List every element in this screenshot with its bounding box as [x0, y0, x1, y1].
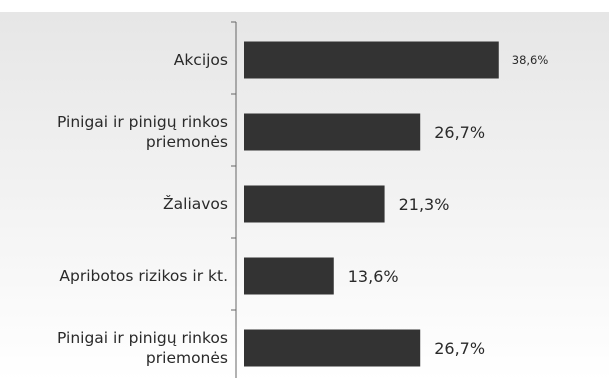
bar-1 — [244, 41, 499, 79]
category-label-4: Apribotos rizikos ir kt. — [59, 267, 228, 285]
category-label-1: Akcijos — [174, 51, 228, 69]
category-label-2: Pinigai ir pinigų rinkos priemonės — [57, 113, 228, 151]
bar-value-label-2: 26,7% — [434, 123, 485, 142]
bar-5 — [244, 329, 421, 367]
bar-3 — [244, 185, 385, 223]
bar-value-label-4: 13,6% — [348, 267, 399, 286]
bar-value-label-1: 38,6% — [512, 53, 549, 67]
category-label-3: Žaliavos — [163, 194, 228, 213]
bar-2 — [244, 113, 421, 151]
bar-value-label-3: 21,3% — [399, 195, 450, 214]
bar-4 — [244, 257, 334, 295]
bar-value-label-5: 26,7% — [434, 339, 485, 358]
category-label-5: Pinigai ir pinigų rinkos priemonės — [57, 329, 228, 367]
